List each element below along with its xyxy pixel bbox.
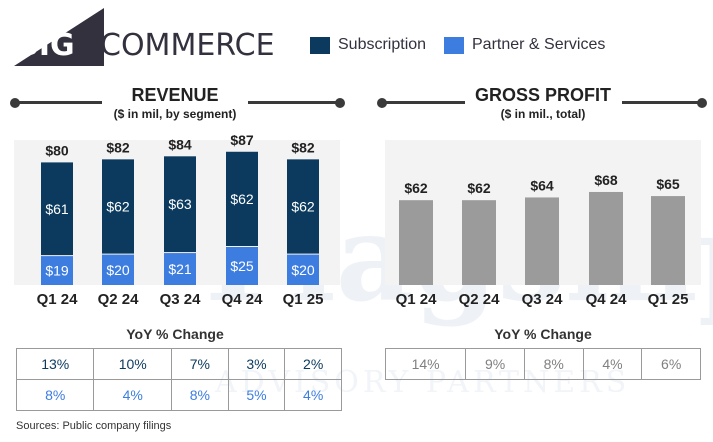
x-tick-label: Q1 25 [283, 291, 324, 308]
x-tick-label: Q4 24 [586, 291, 628, 308]
data-label-partner-services: $25 [230, 258, 254, 274]
revenue-yoy-cell: 7% [170, 348, 229, 380]
gross-yoy-title: YoY % Change [494, 326, 592, 342]
legend-subscription: Subscription [310, 34, 426, 56]
data-label-subscription: $63 [168, 196, 192, 212]
revenue-yoy-cell: 13% [15, 348, 95, 380]
bar-subscription [102, 159, 134, 254]
legend-label-partner-services: Partner & Services [472, 36, 606, 53]
bar-partner-services [102, 254, 134, 285]
x-tick-label: Q1 24 [396, 291, 438, 308]
revenue-rule-right [248, 101, 340, 104]
revenue-yoy-cell: 8% [15, 379, 95, 411]
gross-yoy-table: 14% 9% 8% 4% 6% [384, 348, 701, 380]
x-tick-label: Q2 24 [459, 291, 501, 308]
data-label-total: $82 [291, 139, 315, 155]
revenue-yoy-cell: 10% [93, 348, 172, 380]
revenue-yoy-title: YoY % Change [126, 326, 224, 342]
gross-yoy-cell: 6% [641, 348, 701, 380]
data-label-partner-services: $20 [291, 262, 315, 278]
x-tick-label: Q2 24 [98, 291, 140, 308]
logo-commerce-text: COMMERCE [100, 28, 275, 63]
revenue-yoy-cell: 5% [227, 379, 286, 411]
bigcommerce-logo: BIG COMMERCE [14, 8, 276, 66]
x-tick-label: Q3 24 [160, 291, 202, 308]
bar-gross-profit [462, 200, 496, 285]
legend-label-subscription: Subscription [338, 36, 427, 53]
gross-rule-left [381, 101, 465, 104]
revenue-rule-right-dot [335, 98, 345, 108]
revenue-yoy-cell: 3% [227, 348, 286, 380]
revenue-yoy-row-subscription: 13% 10% 7% 3% 2% [15, 348, 342, 380]
data-label-total: $80 [45, 142, 69, 158]
bar-subscription [287, 159, 319, 254]
data-label-gross-profit: $68 [594, 172, 618, 188]
data-label-gross-profit: $65 [656, 176, 680, 192]
revenue-yoy-cell: 8% [170, 379, 229, 411]
bar-gross-profit [651, 196, 685, 285]
legend-swatch-partner-services [444, 36, 464, 54]
data-label-partner-services: $20 [106, 262, 130, 278]
data-label-subscription: $62 [106, 198, 130, 214]
revenue-yoy-cell: 4% [284, 379, 342, 411]
bar-subscription [41, 162, 73, 256]
revenue-subtitle: ($ in mil, by segment) [113, 107, 237, 121]
bar-subscription [164, 156, 196, 253]
bar-gross-profit [589, 191, 623, 285]
gross-rule-right [622, 101, 700, 104]
x-tick-label: Q1 24 [37, 291, 79, 308]
legend-swatch-subscription [310, 36, 330, 54]
data-label-gross-profit: $62 [404, 180, 428, 196]
gross-yoy-cell: 14% [384, 348, 467, 380]
bar-partner-services [41, 256, 73, 285]
bar-gross-profit [525, 197, 559, 285]
gross-yoy-row: 14% 9% 8% 4% 6% [384, 348, 701, 380]
revenue-title: REVENUE [131, 85, 219, 105]
logo-mark [14, 8, 104, 66]
gross-yoy-cell: 9% [465, 348, 525, 380]
legend-partner-services: Partner & Services [444, 34, 605, 56]
data-label-partner-services: $19 [45, 263, 69, 279]
data-label-subscription: $62 [230, 191, 254, 207]
data-label-subscription: $62 [291, 198, 315, 214]
gross-subtitle: ($ in mil., total) [500, 107, 586, 121]
bar-partner-services [164, 253, 196, 285]
data-label-total: $87 [230, 132, 254, 148]
x-tick-label: Q3 24 [522, 291, 564, 308]
gross-title: GROSS PROFIT [474, 85, 611, 105]
revenue-chart: $19 $61 $80 Q1 24 $20 $62 $82 Q2 24 $21 $63 $84 Q3 … [14, 132, 340, 308]
revenue-yoy-row-partner: 8% 4% 8% 5% 4% [15, 379, 342, 411]
revenue-yoy-cell: 2% [284, 348, 342, 380]
revenue-rule-left [14, 101, 102, 104]
revenue-yoy-table: 13% 10% 7% 3% 2% 8% 4% 8% 5% 4% [15, 348, 342, 411]
x-tick-label: Q4 24 [222, 291, 264, 308]
data-label-gross-profit: $62 [467, 180, 491, 196]
data-label-total: $82 [106, 139, 130, 155]
gross-rule-right-dot [697, 98, 707, 108]
revenue-yoy-cell: 4% [93, 379, 172, 411]
x-tick-label: Q1 25 [648, 291, 689, 308]
bar-partner-services [287, 254, 319, 285]
data-label-subscription: $61 [45, 201, 69, 217]
gross-profit-chart: $62 Q1 24 $62 Q2 24 $64 Q3 24 $68 Q4 24 $65 Q1 25 [385, 140, 701, 308]
bar-subscription [226, 151, 258, 246]
bar-gross-profit [399, 200, 433, 285]
bar-partner-services [226, 247, 258, 285]
gross-yoy-cell: 8% [523, 348, 584, 380]
data-label-total: $84 [168, 136, 192, 152]
data-label-gross-profit: $64 [530, 177, 554, 193]
gross-yoy-cell: 4% [582, 348, 643, 380]
data-label-partner-services: $21 [168, 261, 192, 277]
sources-note: Sources: Public company filings [16, 420, 172, 432]
logo-big-text: BIG [16, 28, 75, 63]
